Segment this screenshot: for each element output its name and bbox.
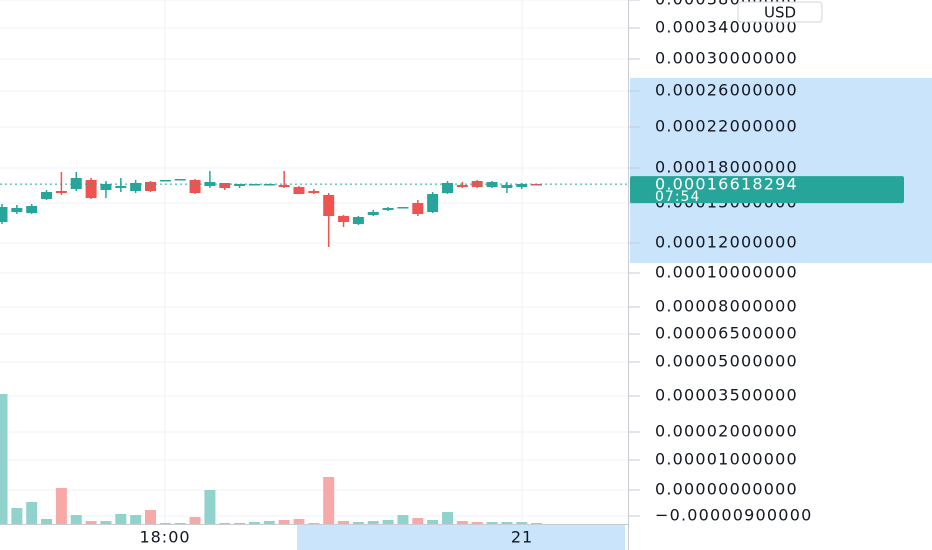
volume-bar — [55, 488, 67, 524]
volume-bar — [0, 394, 8, 524]
volume-bar — [70, 515, 82, 524]
volume-bar — [189, 517, 201, 524]
candle-body — [263, 184, 275, 186]
y-tick-label: 0.00026000000 — [655, 81, 798, 100]
volume-bar — [100, 521, 112, 524]
volume-bar — [145, 510, 156, 524]
candle-body — [442, 183, 453, 194]
volume-bar — [338, 521, 350, 524]
candle-body — [486, 182, 498, 188]
x-tick-label: 21 — [511, 528, 533, 547]
volume-bar — [278, 520, 290, 524]
volume-bar — [412, 518, 424, 524]
x-tick-label: 18:00 — [139, 528, 190, 547]
y-tick-label: 0.00038000000 — [655, 0, 798, 9]
volume-bar — [352, 522, 364, 524]
y-tick-label: 0.00000000000 — [655, 480, 798, 499]
candle-body — [0, 207, 8, 222]
candle-body — [100, 184, 112, 191]
y-tick-label: 0.00030000000 — [655, 49, 798, 68]
candle-body — [516, 184, 528, 188]
y-tick-label: −0.00000900000 — [655, 506, 812, 525]
volume-bar — [115, 514, 127, 524]
y-tick-label: 0.00012000000 — [655, 233, 798, 252]
y-tick-label: 0.00006500000 — [655, 324, 798, 343]
candle-body — [70, 177, 82, 189]
y-tick-label: 0.00002000000 — [655, 422, 798, 441]
volume-bar — [397, 515, 409, 524]
y-tick-label: 0.00018000000 — [655, 158, 798, 177]
volume-bar — [11, 508, 23, 524]
candle-body — [159, 180, 171, 182]
candle-body — [11, 208, 23, 212]
volume-bar — [486, 522, 498, 524]
candle-body — [85, 180, 97, 198]
candle-body — [397, 207, 409, 209]
y-tick-label: 0.00010000000 — [655, 263, 798, 282]
volume-bar — [516, 522, 528, 524]
candle-body — [531, 184, 543, 186]
y-tick-label: 0.00008000000 — [655, 297, 798, 316]
volume-bar — [41, 519, 53, 524]
volume-bar — [85, 521, 97, 524]
candle-body — [248, 184, 260, 186]
volume-bar — [234, 523, 246, 524]
candle-body — [26, 206, 38, 213]
candle-body — [189, 180, 201, 194]
last-price-label: 0.00016618294 — [655, 175, 798, 194]
candle-body — [145, 182, 156, 192]
volume-bar — [442, 512, 453, 524]
candle-body — [234, 184, 246, 187]
volume-bar — [367, 521, 379, 524]
candle-body — [471, 181, 483, 188]
volume-bar — [159, 523, 171, 524]
candle-body — [278, 184, 290, 188]
volume-bar — [248, 522, 260, 524]
last-price-box — [630, 176, 904, 204]
countdown-label: 07:54 — [655, 189, 700, 205]
currency-label[interactable]: USD — [764, 4, 796, 22]
candle-body — [412, 203, 424, 214]
candle-body — [382, 208, 394, 210]
volume-bar — [26, 502, 38, 524]
price-range-highlight — [630, 78, 932, 263]
y-tick-label: 0.00003500000 — [655, 386, 798, 405]
candle-body — [352, 217, 364, 224]
candle-body — [130, 183, 142, 192]
volume-bar — [204, 490, 216, 524]
volume-bar — [531, 523, 543, 524]
volume-bar — [293, 519, 305, 524]
volume-bar — [308, 523, 320, 524]
currency-button[interactable] — [737, 1, 823, 23]
y-tick-label: 0.00001000000 — [655, 450, 798, 469]
candle-body — [174, 179, 186, 181]
volume-bar — [382, 520, 394, 524]
volume-bar — [501, 522, 513, 524]
candle-body — [456, 184, 468, 188]
candle-body — [115, 186, 127, 188]
candle-body — [204, 182, 216, 187]
volume-bar — [471, 522, 483, 524]
time-range-highlight — [297, 525, 625, 550]
candle-body — [219, 183, 231, 188]
candle-body — [367, 212, 379, 215]
candle-body — [427, 194, 439, 212]
volume-bar — [456, 521, 468, 524]
candle-body — [338, 216, 350, 222]
volume-bar — [130, 515, 142, 524]
volume-bar — [427, 520, 439, 524]
candle-body — [293, 187, 305, 195]
y-tick-label: 0.00022000000 — [655, 117, 798, 136]
volume-bar — [219, 523, 231, 524]
volume-bar — [323, 477, 335, 524]
candle-body — [41, 191, 53, 199]
candle-body — [323, 194, 335, 216]
candle-body — [55, 191, 67, 194]
volume-bar — [263, 521, 275, 524]
y-tick-label: 0.00005000000 — [655, 352, 798, 371]
candle-body — [501, 184, 513, 188]
volume-bar — [174, 523, 186, 524]
candle-body — [308, 191, 320, 194]
